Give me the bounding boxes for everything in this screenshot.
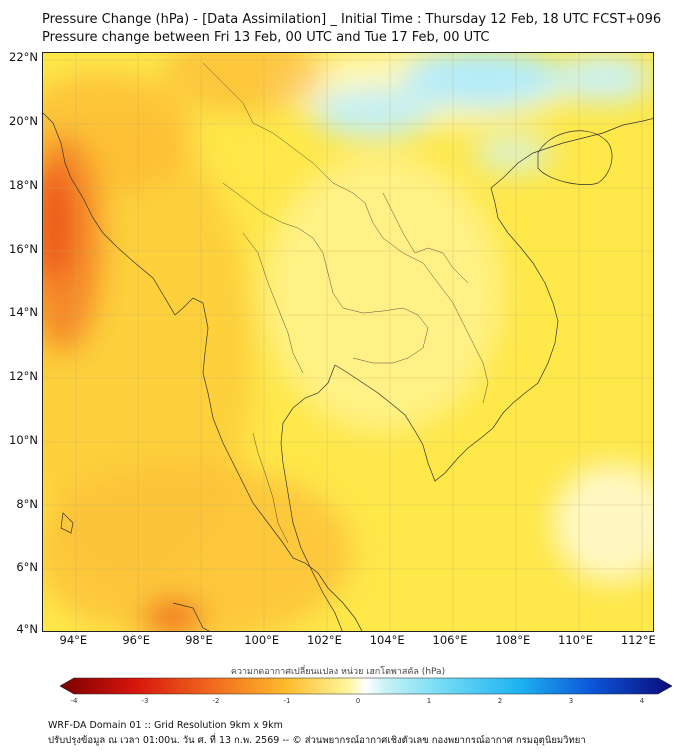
colorbar [60,677,672,695]
lat-tick-label: 12°N [9,369,38,384]
coastlines [43,112,653,631]
colorbar-tick-label: -3 [141,697,149,705]
lon-tick-label: 96°E [122,633,150,647]
lat-tick-label: 4°N [16,622,38,636]
lat-tick-label: 20°N [9,114,38,129]
lon-tick-label: 100°E [244,633,280,647]
footer-credit: ปรับปรุงข้อมูล ณ เวลา 01:00น. วัน ศ. ที่… [48,735,586,746]
map-canvas [43,53,653,631]
colorbar-tick-label: 1 [426,697,432,705]
colorbar-tick-label: 3 [568,697,574,705]
colorbar-tick-label: -4 [70,697,78,705]
colorbar-tick-label: 4 [639,697,645,705]
lat-tick-label: 10°N [9,432,38,447]
lon-tick-label: 98°E [185,633,213,647]
colorbar-tick-label: -2 [212,697,220,705]
colorbar-tick-label: 2 [497,697,503,705]
chart-title: Pressure Change (hPa) - [Data Assimilati… [42,12,662,27]
footer-model-info: WRF-DA Domain 01 :: Grid Resolution 9km … [48,720,283,731]
lat-tick-label: 18°N [9,177,38,192]
graticule [43,53,653,631]
colorbar-tick-label: 0 [355,697,361,705]
lon-tick-label: 94°E [59,633,88,647]
lon-tick-label: 104°E [369,633,405,647]
chart-subtitle: Pressure change between Fri 13 Feb, 00 U… [42,30,490,45]
lon-tick-label: 112°E [620,633,656,647]
borders [202,62,489,544]
colorbar-tick-label: -1 [283,697,291,705]
lat-tick-label: 16°N [9,241,38,256]
lon-tick-label: 102°E [306,633,342,647]
lat-tick-label: 22°N [9,50,38,65]
pressure-change-map [42,52,654,632]
lon-tick-label: 108°E [495,633,531,647]
colorbar-label: ความกดอากาศเปลี่ยนแปลง หน่วย เฮกโตพาสคัล… [230,667,446,677]
lon-tick-label: 110°E [558,633,594,647]
lat-tick-label: 6°N [16,560,38,575]
lat-tick-label: 14°N [9,305,38,320]
lon-tick-label: 106°E [432,633,468,647]
lat-tick-label: 8°N [16,496,38,511]
